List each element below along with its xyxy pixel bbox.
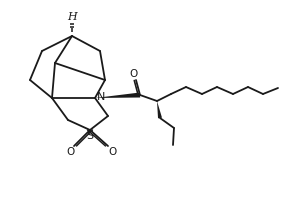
Text: N: N bbox=[97, 92, 105, 102]
Text: H: H bbox=[67, 12, 77, 22]
Polygon shape bbox=[95, 92, 140, 98]
Polygon shape bbox=[157, 101, 162, 118]
Text: O: O bbox=[66, 147, 74, 157]
Text: O: O bbox=[108, 147, 116, 157]
Text: O: O bbox=[129, 69, 137, 79]
Text: S: S bbox=[86, 131, 93, 141]
